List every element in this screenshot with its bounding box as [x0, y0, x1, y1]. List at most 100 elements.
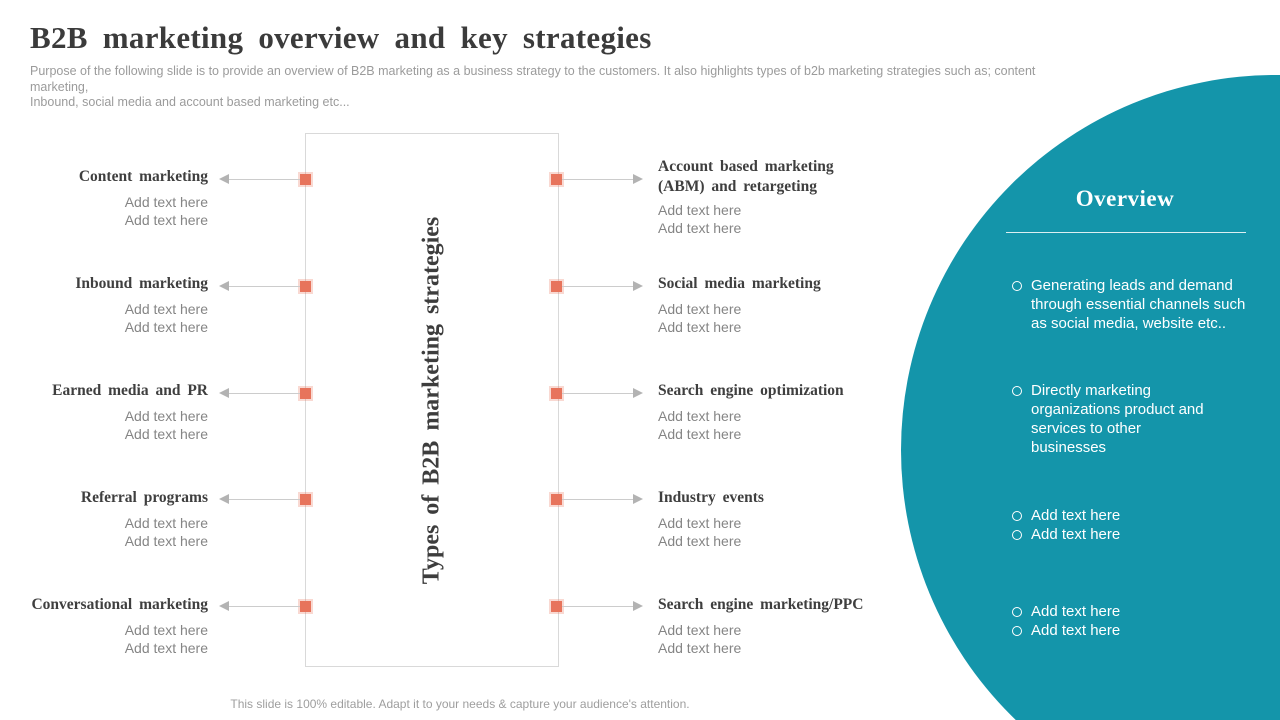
placeholder-line: Add text here: [658, 515, 742, 531]
placeholder-line: Add text here: [124, 194, 208, 210]
right-arrow-icon: [562, 494, 643, 504]
strategy-item-industry-events: Industry events Add text here Add text h…: [658, 488, 900, 550]
strategy-title: Account based marketing (ABM) and retarg…: [658, 158, 834, 195]
overview-bullet-group: Generating leads and demand through esse…: [1012, 276, 1266, 333]
overview-heading: Overview: [1075, 186, 1175, 211]
placeholder-lines: Add text here Add text here: [28, 407, 208, 443]
right-arrow-icon: [562, 388, 643, 398]
circle-bullet-icon: [1012, 626, 1022, 636]
strategy-item-conversational-marketing: Conversational marketing Add text here A…: [28, 595, 208, 657]
left-arrow-icon: [219, 388, 300, 398]
strategy-title: Conversational marketing: [31, 596, 208, 613]
overview-bullet: Add text here: [1012, 602, 1266, 621]
left-arrow-icon: [219, 601, 300, 611]
placeholder-line: Add text here: [124, 640, 208, 656]
placeholder-line: Add text here: [124, 319, 208, 335]
overview-placeholder-text: Add text here: [1031, 507, 1121, 524]
overview-bullet: Add text here: [1012, 525, 1266, 544]
placeholder-line: Add text here: [124, 533, 208, 549]
slide-description: Purpose of the following slide is to pro…: [30, 64, 1036, 109]
circle-bullet-icon: [1012, 281, 1022, 291]
strategy-title: Social media marketing: [658, 275, 821, 292]
circle-bullet-icon: [1012, 386, 1022, 396]
connector-node: [300, 388, 311, 399]
connector-node: [551, 174, 562, 185]
left-arrow-icon: [219, 174, 300, 184]
strategy-title: Search engine optimization: [658, 382, 844, 399]
placeholder-lines: Add text here Add text here: [658, 621, 900, 657]
strategy-item-inbound-marketing: Inbound marketing Add text here Add text…: [28, 274, 208, 336]
placeholder-lines: Add text here Add text here: [658, 514, 900, 550]
placeholder-lines: Add text here Add text here: [28, 621, 208, 657]
overview-bullet: Directly marketing organizations product…: [1012, 381, 1266, 457]
placeholder-line: Add text here: [124, 212, 208, 228]
strategies-center-box: Types of B2B marketing strategies: [305, 133, 559, 667]
connector-node: [551, 601, 562, 612]
strategy-item-referral-programs: Referral programs Add text here Add text…: [28, 488, 208, 550]
placeholder-line: Add text here: [658, 640, 742, 656]
connector-node: [551, 494, 562, 505]
overview-bullet: Generating leads and demand through esse…: [1012, 276, 1266, 333]
overview-placeholder-text: Add text here: [1031, 622, 1121, 639]
strategy-title: Search engine marketing/PPC: [658, 596, 864, 613]
placeholder-line: Add text here: [658, 220, 742, 236]
connector-node: [300, 601, 311, 612]
placeholder-line: Add text here: [658, 408, 742, 424]
editable-note: This slide is 100% editable. Adapt it to…: [230, 697, 690, 711]
connector-node: [300, 281, 311, 292]
right-arrow-icon: [562, 174, 643, 184]
connector-node: [551, 388, 562, 399]
strategy-title: Earned media and PR: [52, 382, 208, 399]
left-arrow-icon: [219, 494, 300, 504]
placeholder-lines: Add text here Add text here: [28, 514, 208, 550]
strategy-item-abm-retargeting: Account based marketing (ABM) and retarg…: [658, 157, 900, 237]
strategy-item-content-marketing: Content marketing Add text here Add text…: [28, 167, 208, 229]
connector-node: [300, 494, 311, 505]
circle-bullet-icon: [1012, 511, 1022, 521]
page-title: B2B marketing overview and key strategie…: [30, 20, 652, 55]
connector-node: [300, 174, 311, 185]
strategy-item-seo: Search engine optimization Add text here…: [658, 381, 900, 443]
placeholder-line: Add text here: [658, 301, 742, 317]
overview-heading-underline: [1006, 232, 1246, 233]
overview-placeholder-text: Add text here: [1031, 526, 1121, 543]
placeholder-line: Add text here: [124, 622, 208, 638]
placeholder-lines: Add text here Add text here: [28, 193, 208, 229]
strategy-title: Referral programs: [80, 489, 208, 506]
overview-bullet-group: Add text here Add text here: [1012, 602, 1266, 640]
placeholder-line: Add text here: [124, 426, 208, 442]
overview-bullet-group: Directly marketing organizations product…: [1012, 381, 1266, 457]
strategy-title: Industry events: [658, 489, 764, 506]
right-arrow-icon: [562, 601, 643, 611]
placeholder-line: Add text here: [658, 319, 742, 335]
overview-bullet: Add text here: [1012, 506, 1266, 525]
placeholder-line: Add text here: [124, 301, 208, 317]
overview-bullet-text: Directly marketing organizations product…: [1031, 382, 1204, 456]
placeholder-lines: Add text here Add text here: [658, 300, 900, 336]
center-vertical-label: Types of B2B marketing strategies: [418, 216, 445, 584]
overview-bullet-text: Generating leads and demand through esse…: [1031, 277, 1246, 332]
strategy-item-earned-media-pr: Earned media and PR Add text here Add te…: [28, 381, 208, 443]
placeholder-line: Add text here: [658, 202, 742, 218]
placeholder-line: Add text here: [658, 533, 742, 549]
placeholder-lines: Add text here Add text here: [658, 407, 900, 443]
right-arrow-icon: [562, 281, 643, 291]
placeholder-lines: Add text here Add text here: [658, 201, 900, 237]
strategy-title: Content marketing: [78, 168, 208, 185]
placeholder-line: Add text here: [124, 515, 208, 531]
circle-bullet-icon: [1012, 530, 1022, 540]
strategy-item-social-media-marketing: Social media marketing Add text here Add…: [658, 274, 900, 336]
placeholder-line: Add text here: [658, 622, 742, 638]
strategy-title: Inbound marketing: [75, 275, 208, 292]
overview-bullet: Add text here: [1012, 621, 1266, 640]
connector-node: [551, 281, 562, 292]
placeholder-line: Add text here: [124, 408, 208, 424]
strategy-item-sem-ppc: Search engine marketing/PPC Add text her…: [658, 595, 900, 657]
placeholder-line: Add text here: [658, 426, 742, 442]
placeholder-lines: Add text here Add text here: [28, 300, 208, 336]
left-arrow-icon: [219, 281, 300, 291]
overview-placeholder-text: Add text here: [1031, 603, 1121, 620]
circle-bullet-icon: [1012, 607, 1022, 617]
overview-bullet-group: Add text here Add text here: [1012, 506, 1266, 544]
